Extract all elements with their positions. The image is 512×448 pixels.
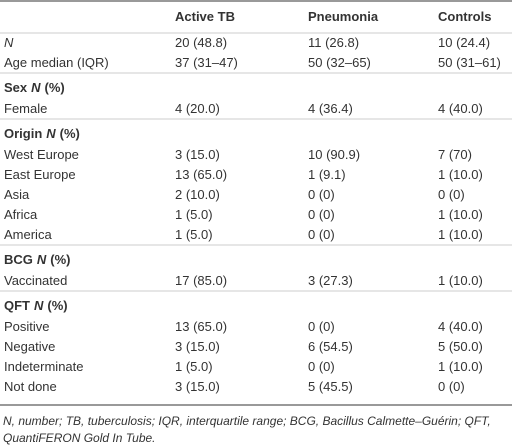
row-label: Indeterminate <box>4 359 84 374</box>
section-header: Sex N (%) <box>4 80 65 95</box>
section-header: Origin N (%) <box>4 126 80 141</box>
row-label: Age median (IQR) <box>4 55 109 70</box>
section-name: BCG <box>4 252 33 267</box>
cell: 4 (40.0) <box>438 101 483 116</box>
section-unit-var: N <box>31 80 41 95</box>
cell: 1 (9.1) <box>308 167 346 182</box>
row-label: Not done <box>4 379 57 394</box>
cell: 10 (90.9) <box>308 147 360 162</box>
section-name: QFT <box>4 298 30 313</box>
footnote: N, number; TB, tuberculosis; IQR, interq… <box>3 414 491 445</box>
cell: 1 (10.0) <box>438 273 483 288</box>
cell: 0 (0) <box>438 379 465 394</box>
row-label: Female <box>4 101 47 116</box>
row-label: West Europe <box>4 147 79 162</box>
row-label: Positive <box>4 319 50 334</box>
section-unit: (%) <box>60 126 80 141</box>
cell: 17 (85.0) <box>175 273 227 288</box>
cell: 6 (54.5) <box>308 339 353 354</box>
cell: 3 (15.0) <box>175 379 220 394</box>
cell: 5 (45.5) <box>308 379 353 394</box>
row-label: America <box>4 227 52 242</box>
cell: 13 (65.0) <box>175 167 227 182</box>
row-label: Negative <box>4 339 55 354</box>
cell: 1 (5.0) <box>175 227 213 242</box>
column-header: Pneumonia <box>308 9 379 24</box>
row-label: N <box>4 35 14 50</box>
section-unit-var: N <box>34 298 44 313</box>
cell: 0 (0) <box>308 207 335 222</box>
cell: 0 (0) <box>438 187 465 202</box>
cell: 50 (31–61) <box>438 55 501 70</box>
cell: 3 (15.0) <box>175 339 220 354</box>
section-header: BCG N (%) <box>4 252 71 267</box>
section-name: Origin <box>4 126 42 141</box>
column-header: Active TB <box>175 9 235 24</box>
cell: 1 (5.0) <box>175 359 213 374</box>
cell: 0 (0) <box>308 319 335 334</box>
cell: 4 (20.0) <box>175 101 220 116</box>
section-unit: (%) <box>47 298 67 313</box>
section-unit: (%) <box>45 80 65 95</box>
section-header: QFT N (%) <box>4 298 68 313</box>
cell: 4 (36.4) <box>308 101 353 116</box>
row-label: Africa <box>4 207 38 222</box>
row-label: Vaccinated <box>4 273 67 288</box>
cell: 0 (0) <box>308 187 335 202</box>
cell: 0 (0) <box>308 227 335 242</box>
cell: 11 (26.8) <box>308 35 359 50</box>
cell: 1 (10.0) <box>438 359 483 374</box>
table: Active TB Pneumonia Controls N 20 (48.8) 11 (… <box>0 0 512 406</box>
cell: 5 (50.0) <box>438 339 483 354</box>
cell: 1 (5.0) <box>175 207 213 222</box>
row-label: East Europe <box>4 167 76 182</box>
row-label: Asia <box>4 187 30 202</box>
column-header: Controls <box>438 9 491 24</box>
cell: 37 (31–47) <box>175 55 238 70</box>
section-name: Sex <box>4 80 28 95</box>
cell: 3 (27.3) <box>308 273 353 288</box>
cell: 3 (15.0) <box>175 147 220 162</box>
cell: 20 (48.8) <box>175 35 227 50</box>
cell: 1 (10.0) <box>438 227 483 242</box>
cell: 0 (0) <box>308 359 335 374</box>
cell: 13 (65.0) <box>175 319 227 334</box>
cell: 4 (40.0) <box>438 319 483 334</box>
cell: 2 (10.0) <box>175 187 220 202</box>
cell: 10 (24.4) <box>438 35 490 50</box>
cell: 1 (10.0) <box>438 167 483 182</box>
cell: 7 (70) <box>438 147 472 162</box>
section-unit-var: N <box>46 126 56 141</box>
section-unit-var: N <box>37 252 47 267</box>
cell: 1 (10.0) <box>438 207 483 222</box>
section-unit: (%) <box>50 252 70 267</box>
cell: 50 (32–65) <box>308 55 371 70</box>
